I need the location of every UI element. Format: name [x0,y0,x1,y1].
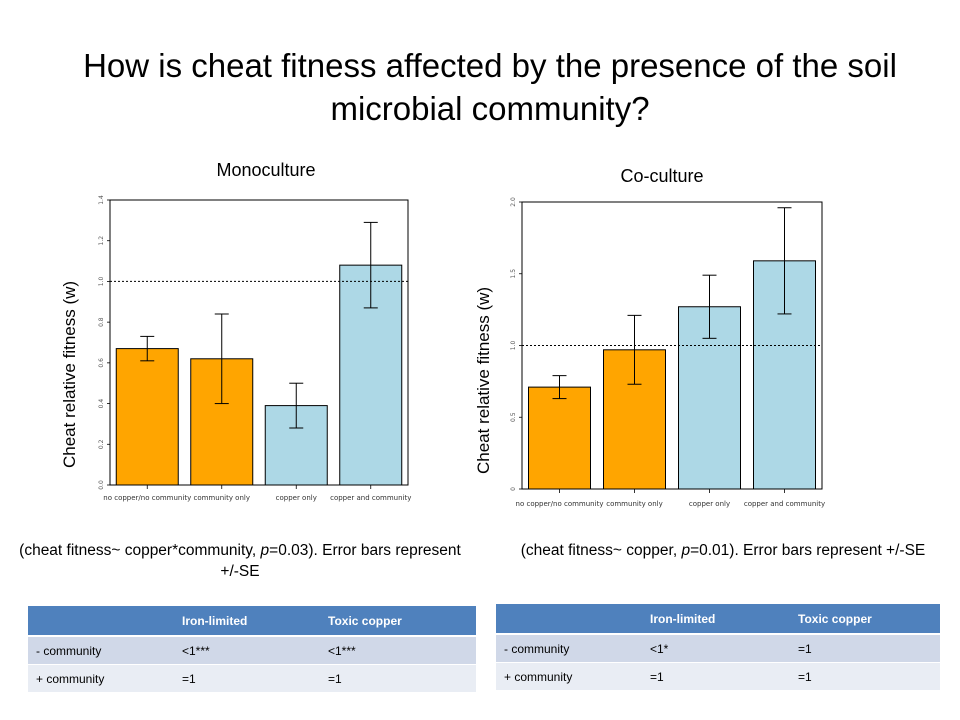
caption-text-start: (cheat fitness~ copper, [520,542,682,559]
y-axis-label-monoculture: Cheat relative fitness (w) [60,280,79,468]
table-cell: + community [496,662,642,690]
bar-chart-coculture: 0 0.5 1.0 1.5 2.0 no copper/no community commu… [510,197,825,508]
table-cell: =1 [174,664,320,692]
table-header-cell: Iron-limited [642,604,790,635]
category-label: copper and community [744,500,825,508]
y-tick-label: 2.0 [510,197,517,207]
category-label: community only [606,500,663,508]
table-header-cell [28,606,174,637]
table-row: + community =1 =1 [28,664,476,692]
table-row: - community <1*** <1*** [28,635,476,665]
table-header-row: Iron-limited Toxic copper [28,606,476,637]
y-tick-label: 1.0 [510,341,517,351]
table-cell: =1 [642,662,790,690]
category-label: no copper/no community [516,500,604,508]
category-label: copper and community [330,494,411,502]
caption-text-end: =0.01). Error bars represent +/-SE [690,542,926,559]
y-tick-label: 0.5 [510,412,517,422]
y-tick-label: 0.0 [98,480,105,490]
y-tick-label: 1.0 [98,276,105,286]
table-cell: =1 [790,662,940,690]
category-label: no copper/no community [103,494,191,502]
caption-p-symbol: p [260,542,270,559]
table-header-cell: Iron-limited [174,606,320,637]
chart-caption-monoculture: (cheat fitness~ copper*community, p=0.03… [10,540,470,582]
plot-frame [109,199,409,486]
table-cell: <1*** [320,635,476,665]
table-cell: =1 [320,664,476,692]
y-tick-label: 1.2 [98,236,105,246]
y-tick-label: 0.8 [98,317,105,327]
table-cell: <1* [642,633,790,663]
category-label: copper only [276,494,317,502]
slide-title: How is cheat fitness affected by the pre… [83,47,897,127]
table-row: - community <1* =1 [496,633,940,663]
table-cell: + community [28,664,174,692]
table-cell: =1 [790,633,940,663]
stats-table-monoculture: Iron-limited Toxic copper - community <1… [28,606,476,692]
y-axis-label-coculture: Cheat relative fitness (w) [474,286,493,474]
table-cell: - community [496,633,642,663]
chart-title-monoculture: Monoculture [216,160,316,180]
chart-caption-coculture: (cheat fitness~ copper, p=0.01). Error b… [488,540,958,561]
table-header-row: Iron-limited Toxic copper [496,604,940,635]
caption-text-start: (cheat fitness~ copper*community, [19,542,261,559]
bar-chart-monoculture: 0.0 0.2 0.4 0.6 0.8 1.0 1.2 1.4 no copper/no com… [98,195,411,502]
table-cell: <1*** [174,635,320,665]
y-tick-label: 1.5 [510,269,517,279]
y-tick-label: 0.6 [98,358,105,368]
table-row: + community =1 =1 [496,662,940,690]
category-label: community only [193,494,250,502]
y-tick-label: 0 [510,487,517,491]
category-label: copper only [689,500,730,508]
bar [115,348,179,486]
y-tick-label: 0.4 [98,399,105,409]
table-header-cell: Toxic copper [790,604,940,635]
chart-title-coculture: Co-culture [620,166,704,186]
bar [528,386,591,490]
table-header-cell: Toxic copper [320,606,476,637]
stats-table-coculture: Iron-limited Toxic copper - community <1… [496,604,940,690]
caption-p-symbol: p [681,542,691,559]
table-cell: - community [28,635,174,665]
y-tick-label: 1.4 [98,195,105,205]
caption-text-end: =0.03). Error bars represent +/-SE [220,542,461,580]
y-tick-label: 0.2 [98,439,105,449]
table-header-cell [496,604,642,635]
